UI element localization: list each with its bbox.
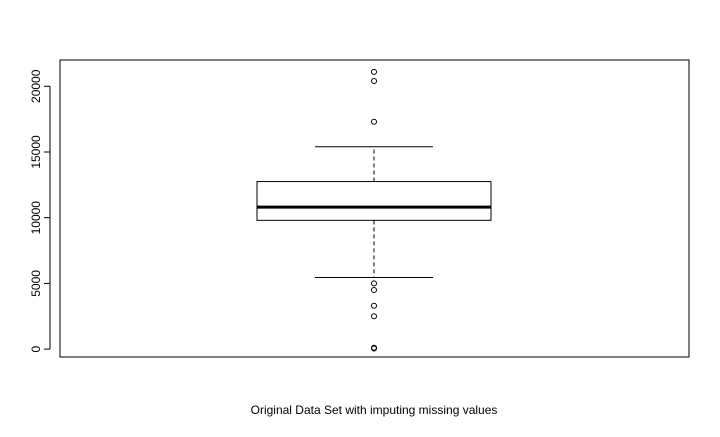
y-tick-label: 20000 [29, 69, 43, 103]
x-axis-label: Original Data Set with imputing missing … [251, 403, 498, 417]
iqr-box [256, 181, 492, 221]
outlier-point [371, 313, 377, 320]
outlier-points [371, 68, 377, 352]
outlier-point [371, 118, 377, 125]
y-tick-label: 0 [29, 345, 43, 352]
outlier-point [371, 286, 377, 293]
outlier-point [371, 78, 377, 85]
outlier-point [371, 68, 377, 75]
plot-frame [59, 59, 690, 358]
box-plot [256, 146, 492, 278]
y-axis: 0 5000 10000 15000 20000 [29, 69, 51, 352]
y-tick-label: 15000 [29, 135, 43, 169]
y-tick-label: 5000 [29, 270, 43, 297]
outlier-point [371, 280, 377, 287]
y-tick-label: 10000 [29, 201, 43, 235]
outlier-point [371, 302, 377, 309]
outlier-point [371, 345, 377, 352]
